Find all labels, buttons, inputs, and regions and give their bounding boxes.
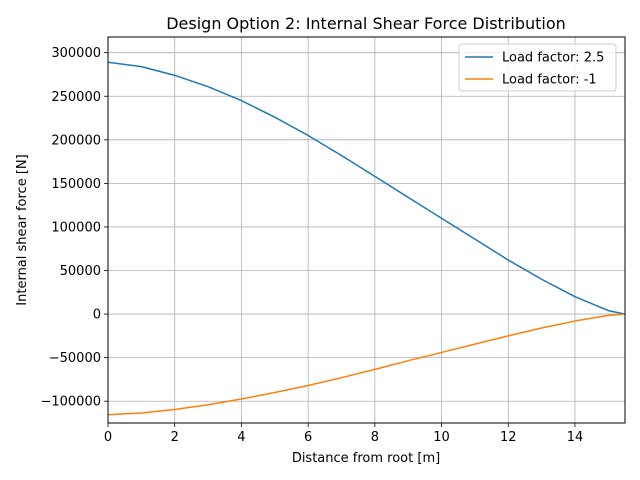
y-axis-label: Internal shear force [N] xyxy=(15,154,30,305)
y-tick-label: −100000 xyxy=(40,395,101,410)
plot-area-frame xyxy=(107,36,626,424)
y-tick-label: 0 xyxy=(93,308,101,323)
x-tick-label: 14 xyxy=(567,430,584,445)
chart-title: Design Option 2: Internal Shear Force Di… xyxy=(166,14,566,33)
legend: Load factor: 2.5 Load factor: -1 xyxy=(458,43,617,92)
y-tick-label: −50000 xyxy=(49,351,101,366)
x-tick-label: 6 xyxy=(304,430,312,445)
y-tick-label: 100000 xyxy=(51,220,101,235)
y-tick-label: 200000 xyxy=(51,133,101,148)
x-tick-label: 12 xyxy=(500,430,517,445)
legend-box xyxy=(458,43,617,92)
series-layer xyxy=(107,61,626,416)
x-tick-label: 4 xyxy=(237,430,245,445)
x-tick-label: 2 xyxy=(171,430,179,445)
series-line-2 xyxy=(107,313,626,416)
y-tick-label: 50000 xyxy=(60,264,101,279)
x-axis-label: Distance from root [m] xyxy=(292,451,440,466)
axis-ticks: 0 2 4 6 8 10 12 14 −100000 −50000 0 50000 100000 1500… xyxy=(40,46,583,445)
x-tick-label: 8 xyxy=(371,430,379,445)
y-tick-label: 150000 xyxy=(51,177,101,192)
x-tick-label: 0 xyxy=(104,430,112,445)
x-tick-label: 10 xyxy=(433,430,450,445)
y-tick-label: 300000 xyxy=(51,46,101,61)
y-tick-label: 250000 xyxy=(51,90,101,105)
legend-label: Load factor: -1 xyxy=(502,73,597,88)
legend-label: Load factor: 2.5 xyxy=(502,51,604,66)
series-line-1 xyxy=(107,61,626,315)
